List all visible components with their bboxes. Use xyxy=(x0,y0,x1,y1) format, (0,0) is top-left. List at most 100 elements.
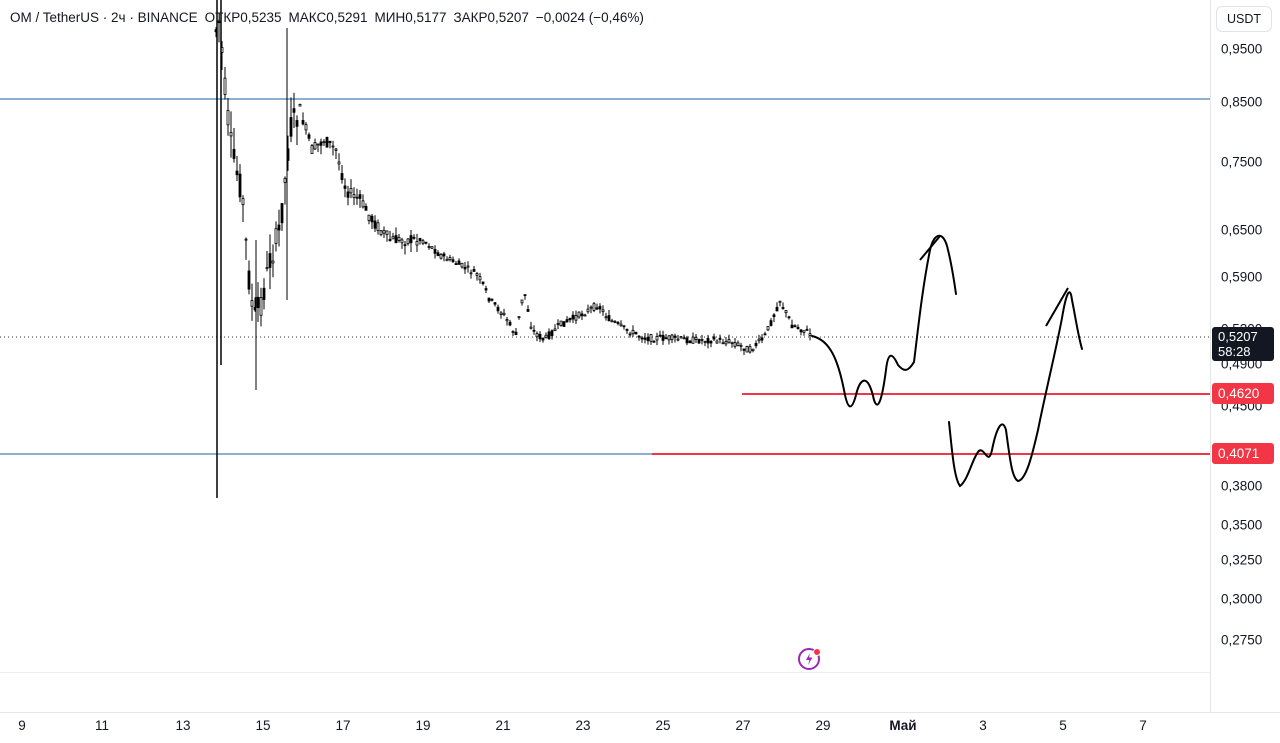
candle-body xyxy=(586,308,590,313)
candle-body xyxy=(760,337,764,341)
candle-body xyxy=(385,230,389,236)
candle-body xyxy=(796,326,800,329)
candle-body xyxy=(529,326,533,329)
candle-body xyxy=(721,342,725,345)
candle-body xyxy=(316,143,320,146)
price-axis[interactable] xyxy=(1210,0,1280,712)
candle-body xyxy=(790,324,794,329)
bar-countdown: 58:28 xyxy=(1218,344,1251,359)
candle-body xyxy=(595,307,599,310)
candle-body xyxy=(589,306,593,309)
time-tick: 25 xyxy=(655,718,671,733)
candle-body xyxy=(358,194,362,199)
candle-body xyxy=(328,140,332,144)
candle-body xyxy=(424,241,428,244)
candle-body xyxy=(673,335,677,338)
price-tick: 0,8500 xyxy=(1221,94,1263,110)
candle-body xyxy=(514,331,518,336)
time-tick: 5 xyxy=(1059,718,1067,733)
candle-body xyxy=(268,253,272,268)
candle-body xyxy=(706,338,710,344)
candle-body xyxy=(241,198,245,206)
time-tick: 17 xyxy=(335,718,351,733)
price-tick: 0,6500 xyxy=(1221,222,1263,238)
price-tick: 0,3250 xyxy=(1221,552,1263,568)
current-price-value: 0,5207 xyxy=(1218,329,1258,344)
candle-body xyxy=(763,333,767,336)
candle-body xyxy=(229,132,233,137)
candle-body xyxy=(502,312,506,316)
candle-body xyxy=(490,298,494,301)
chart-area[interactable] xyxy=(0,0,1210,712)
candle-body xyxy=(226,110,230,126)
candle-body xyxy=(427,245,431,248)
candle-body xyxy=(478,276,482,281)
candle-body xyxy=(298,104,302,107)
candle-body xyxy=(313,142,317,150)
candle-body xyxy=(397,236,401,241)
candle-body xyxy=(757,338,761,342)
candle-body xyxy=(685,337,689,344)
candle-body xyxy=(445,258,449,262)
time-tick: 19 xyxy=(415,718,431,733)
candle-body xyxy=(379,230,383,236)
candle-body xyxy=(295,120,299,127)
price-tick: 0,5900 xyxy=(1221,269,1263,285)
candle-body xyxy=(481,281,485,285)
candle-body xyxy=(262,287,266,300)
price-tick: 0,3800 xyxy=(1221,478,1263,494)
candle-body xyxy=(526,309,530,312)
candle-body xyxy=(475,273,479,276)
candle-body xyxy=(607,315,611,322)
candle-body xyxy=(340,173,344,181)
candle-body xyxy=(571,314,575,320)
candle-body xyxy=(439,254,443,259)
time-tick: 15 xyxy=(255,718,271,733)
time-tick: 3 xyxy=(979,718,987,733)
candle-body xyxy=(457,260,461,265)
candle-body xyxy=(664,337,668,340)
candle-body xyxy=(703,340,707,343)
candle-body xyxy=(637,335,641,338)
candle-body xyxy=(793,325,797,328)
candle-body xyxy=(265,267,269,270)
candle-body xyxy=(538,333,542,340)
candle-body xyxy=(781,307,785,309)
candle-body xyxy=(322,141,326,144)
candle-body xyxy=(739,344,743,347)
candle-body xyxy=(442,253,446,257)
candle-body xyxy=(709,340,713,344)
candle-body xyxy=(415,241,419,246)
candle-body xyxy=(736,342,740,346)
candle-body xyxy=(535,333,539,338)
candle-body xyxy=(388,239,392,242)
price-chart[interactable] xyxy=(0,0,1210,712)
candle-body xyxy=(283,177,287,183)
candle-body xyxy=(289,117,293,137)
symbol-title[interactable]: OM / TetherUS · 2ч · BINANCE xyxy=(10,10,198,25)
candle-body xyxy=(523,294,527,297)
candle-body xyxy=(304,124,308,131)
candle-body xyxy=(484,288,488,291)
time-axis[interactable] xyxy=(0,712,1280,743)
candle-body xyxy=(670,334,674,341)
candle-body xyxy=(727,339,731,343)
candle-body xyxy=(658,334,662,337)
candle-body xyxy=(649,334,653,342)
ohlc-open: ОТКР0,5235 xyxy=(204,10,282,25)
candle-body xyxy=(343,185,347,189)
candle-body xyxy=(547,331,551,340)
candle-body xyxy=(751,348,755,351)
candle-body xyxy=(592,303,596,311)
lightning-icon[interactable] xyxy=(797,646,823,672)
candle-body xyxy=(334,148,338,151)
candle-body xyxy=(361,200,365,208)
candle-body xyxy=(355,196,359,199)
candle-body xyxy=(619,323,623,327)
currency-button[interactable]: USDT xyxy=(1216,6,1272,32)
candle-body xyxy=(496,306,500,312)
candle-body xyxy=(775,306,779,312)
time-tick: 27 xyxy=(735,718,751,733)
ohlc-close: ЗАКР0,5207 xyxy=(453,10,529,25)
forecast-arrow xyxy=(1045,287,1069,327)
